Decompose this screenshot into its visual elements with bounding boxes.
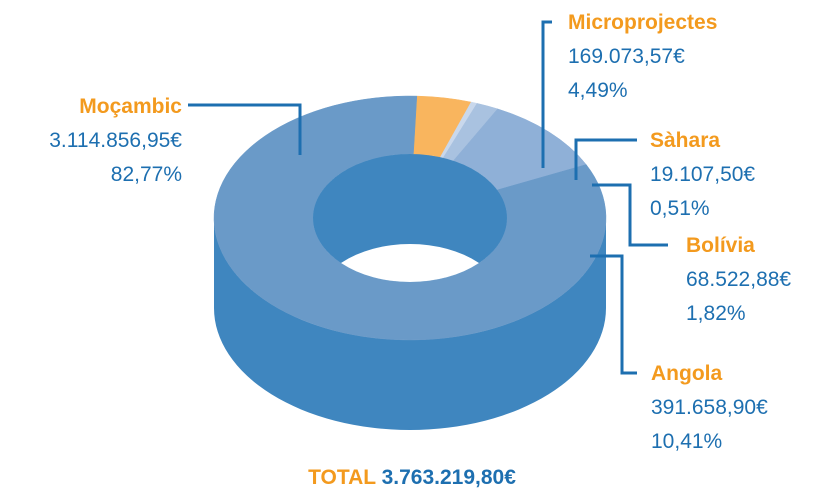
label-name: Microprojectes (568, 11, 717, 34)
label-amount: 169.073,57€ (568, 45, 685, 68)
label-name: Bolívia (686, 234, 755, 257)
label-amount: 19.107,50€ (650, 163, 755, 186)
label-name: Sàhara (650, 129, 720, 152)
total-title: TOTAL (308, 466, 376, 489)
label-percent: 10,41% (651, 430, 722, 453)
label-name: Angola (651, 362, 722, 385)
label-percent: 82,77% (111, 163, 182, 186)
inner-wall (313, 154, 507, 282)
donut (213, 95, 607, 430)
leader-line (188, 103, 302, 155)
leader-line (590, 254, 637, 375)
leader-line (574, 138, 637, 180)
label-amount: 3.114.856,95€ (49, 129, 182, 152)
total-value: 3.763.219,80€ (382, 466, 517, 489)
label-amount: 391.658,90€ (651, 396, 768, 419)
label-amount: 68.522,88€ (686, 268, 791, 291)
label-percent: 1,82% (686, 302, 746, 325)
leader-line (541, 20, 552, 168)
label-name: Moçambic (79, 95, 182, 118)
side-wall (214, 218, 606, 430)
label-percent: 4,49% (568, 79, 628, 102)
total: TOTAL 3.763.219,80€ (308, 466, 516, 489)
leader-line (592, 183, 668, 247)
slice (213, 95, 607, 341)
label-percent: 0,51% (650, 197, 710, 220)
